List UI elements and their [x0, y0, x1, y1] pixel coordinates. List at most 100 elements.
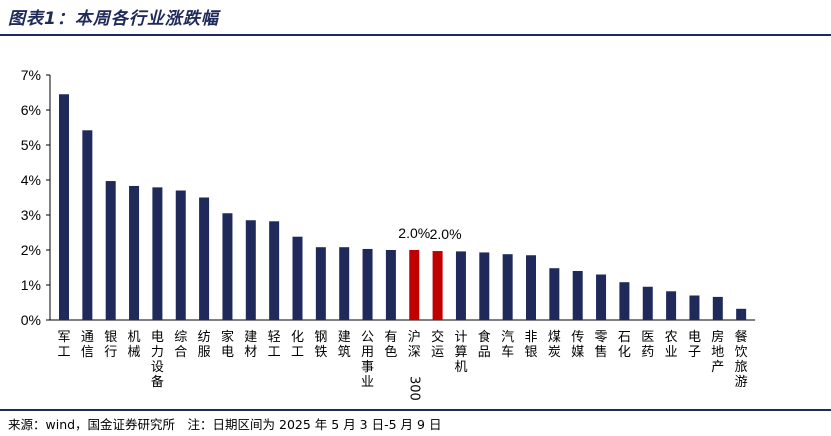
category-label-char: 煤 — [548, 330, 561, 345]
category-label-char: 通 — [81, 330, 94, 345]
category-label-char: 电 — [688, 330, 701, 345]
category-label-char: 算 — [454, 345, 467, 360]
bar-房地产 — [712, 296, 723, 320]
category-label-char: 游 — [735, 375, 748, 390]
bar-农业 — [666, 291, 677, 320]
bar-建材 — [245, 220, 256, 320]
bar-非银 — [526, 255, 536, 320]
bar-煤炭 — [549, 268, 560, 320]
category-label-char: 用 — [361, 345, 374, 360]
bar-电子 — [689, 295, 700, 320]
title-rule — [0, 34, 831, 36]
category-label-char: 械 — [128, 345, 141, 360]
category-label-char: 化 — [618, 345, 631, 360]
category-label-char: 农 — [665, 330, 678, 345]
category-label-char: 房 — [711, 329, 724, 345]
category-label-char: 建 — [338, 330, 351, 345]
bar-钢铁 — [315, 247, 326, 320]
category-label-char: 综 — [174, 330, 187, 345]
category-label-char: 工 — [57, 345, 70, 360]
y-tick-label: 6% — [21, 102, 41, 118]
category-label-char: 电 — [221, 345, 234, 360]
category-label-char: 家 — [221, 329, 234, 345]
category-label-char: 银 — [524, 345, 537, 360]
category-label-char: 事 — [361, 360, 374, 375]
category-label-char: 零 — [595, 330, 608, 345]
bar-有色 — [385, 250, 396, 320]
category-label-char: 材 — [244, 345, 257, 360]
bar-建筑 — [339, 247, 350, 320]
category-label-char: 服 — [198, 345, 211, 360]
footer-rule — [0, 409, 831, 411]
category-label-char: 非 — [524, 330, 537, 345]
category-label-char: 有 — [384, 330, 397, 345]
category-label-char: 产 — [711, 360, 724, 375]
chart-title: 图表1：本周各行业涨跌幅 — [8, 9, 219, 29]
bar-计算机 — [455, 251, 466, 320]
category-label-char: 纺 — [198, 330, 211, 345]
category-label-char: 地 — [711, 345, 724, 360]
category-label-char: 合 — [174, 345, 187, 360]
category-label-char: 电 — [151, 330, 164, 345]
category-label-char: 计 — [454, 330, 467, 345]
bar-电力设备 — [152, 187, 163, 320]
category-label-char: 军 — [57, 330, 70, 345]
category-label-char: 媒 — [571, 345, 584, 360]
bar-食品 — [479, 252, 490, 320]
category-label-char: 交 — [431, 329, 444, 345]
category-label-char: 传 — [571, 330, 584, 345]
bar-餐饮旅游 — [736, 308, 747, 320]
category-label-char: 业 — [665, 345, 678, 360]
bar-轻工 — [269, 221, 280, 320]
bar-纺服 — [199, 197, 210, 320]
y-tick-label: 3% — [21, 207, 41, 223]
category-label-char: 设 — [151, 360, 164, 375]
bar-家电 — [222, 213, 233, 320]
category-label-char: 饮 — [735, 345, 748, 360]
bar-公用事业 — [362, 248, 373, 320]
category-label-char: 售 — [595, 344, 608, 360]
y-tick-label: 1% — [21, 277, 41, 293]
y-tick-label: 5% — [21, 137, 41, 153]
y-tick-label: 0% — [21, 312, 41, 328]
bar-交运 — [432, 251, 443, 320]
bar-传媒 — [572, 271, 583, 320]
y-tick-label: 4% — [21, 172, 41, 188]
category-label-char: 信 — [81, 345, 94, 360]
source-note: 来源：wind，国金证券研究所 注：日期区间为 2025 年 5 月 3 日-5… — [8, 417, 442, 432]
bar-通信 — [82, 130, 93, 320]
category-label-char: 食 — [478, 329, 491, 345]
category-label-char: 石 — [618, 330, 631, 345]
category-label-char: 行 — [104, 345, 117, 360]
category-label-char: 工 — [268, 345, 281, 360]
category-label-char: 医 — [641, 330, 654, 345]
bar-机械 — [129, 185, 140, 320]
category-label-char: 子 — [688, 345, 701, 360]
category-label-char: 旅 — [735, 360, 748, 375]
category-label-char: 备 — [151, 374, 164, 390]
category-label-char: 公 — [361, 330, 374, 345]
category-label-char: 运 — [431, 345, 444, 360]
category-label-char: 机 — [128, 330, 141, 345]
data-label: 2.0% — [430, 226, 462, 242]
category-label-char: 色 — [384, 344, 397, 360]
category-label-char: 钢 — [314, 330, 327, 345]
category-label-char: 深 — [408, 345, 421, 360]
y-tick-label: 2% — [21, 242, 41, 258]
category-label-char: 银 — [104, 330, 117, 345]
bar-沪深300 — [409, 250, 420, 320]
category-label-char: 药 — [641, 345, 654, 360]
bar-军工 — [59, 94, 69, 320]
category-label-char: 建 — [244, 330, 257, 345]
bar-银行 — [105, 181, 116, 320]
bar-医药 — [642, 286, 653, 320]
bar-石化 — [619, 282, 630, 320]
y-tick-label: 7% — [21, 67, 41, 83]
bar-综合 — [175, 190, 186, 320]
bar-汽车 — [502, 254, 513, 320]
category-label-char: 工 — [291, 345, 304, 360]
bar-零售 — [596, 274, 607, 320]
category-label-char: 汽 — [501, 330, 514, 345]
category-label-char: 炭 — [548, 345, 561, 360]
bar-化工 — [292, 236, 303, 320]
